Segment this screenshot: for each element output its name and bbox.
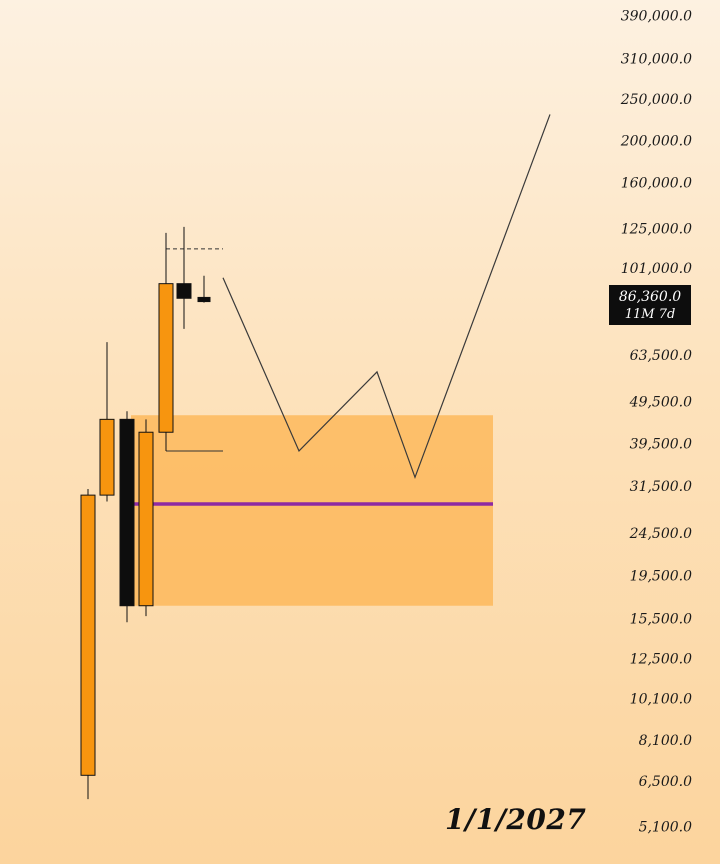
axis-tick-label: 6,500.0 <box>639 774 693 790</box>
candle-body <box>80 494 96 776</box>
candle-body <box>158 283 174 433</box>
candle-body <box>138 431 154 607</box>
axis-tick-label: 63,500.0 <box>630 348 692 364</box>
demand-zone <box>131 415 493 606</box>
axis-tick-label: 12,500.0 <box>630 652 692 668</box>
current-price-badge: 86,360.0 11M 7d <box>609 285 691 325</box>
axis-tick-label: 390,000.0 <box>621 9 692 25</box>
axis-tick-label: 8,100.0 <box>639 733 693 749</box>
axis-tick-label: 15,500.0 <box>630 612 692 628</box>
candle-body <box>119 418 135 607</box>
axis-tick-label: 49,500.0 <box>629 395 692 411</box>
axis-tick-label: 39,500.0 <box>630 437 692 453</box>
axis-tick-label: 160,000.0 <box>621 175 692 191</box>
axis-tick-label: 24,500.0 <box>629 526 692 542</box>
candle-body <box>176 283 192 299</box>
timeframe-countdown-label: 11M 7d <box>624 307 676 322</box>
projection-layer <box>222 114 551 480</box>
candle-body <box>99 418 115 496</box>
projection-path <box>222 114 551 480</box>
axis-tick-label: 101,000.0 <box>621 261 692 277</box>
axis-tick-label: 200,000.0 <box>620 134 692 150</box>
demand-zone-layer <box>131 415 493 606</box>
axis-tick-label: 31,500.0 <box>630 479 692 495</box>
axis-tick-label: 5,100.0 <box>639 819 693 835</box>
axis-tick-label: 10,100.0 <box>630 692 692 708</box>
projection-date-label: 1/1/2027 <box>445 803 587 836</box>
axis-tick-label: 310,000.0 <box>621 52 692 68</box>
candles-layer <box>80 226 211 800</box>
axis-tick-label: 125,000.0 <box>621 221 692 237</box>
current-price-label: 86,360.0 <box>618 289 682 305</box>
price-axis: 390,000.0 310,000.0 250,000.0 200,000.0 160,… <box>620 9 692 836</box>
axis-tick-label: 250,000.0 <box>620 92 692 108</box>
candle-body <box>197 296 211 303</box>
axis-tick-label: 19,500.0 <box>630 569 692 585</box>
